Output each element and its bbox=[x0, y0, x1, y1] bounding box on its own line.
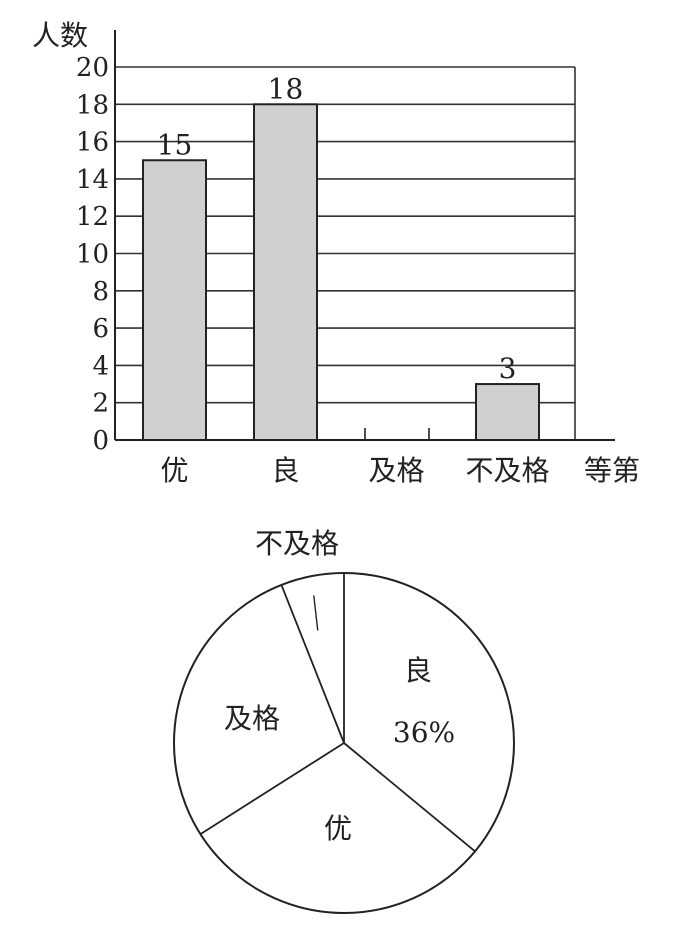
x-axis-label: 等第 bbox=[584, 454, 640, 487]
x-tick-label: 及格 bbox=[368, 454, 424, 487]
bar-data-label: 3 bbox=[499, 352, 517, 385]
pie-slice-boundary bbox=[199, 742, 345, 835]
y-tick-label: 18 bbox=[76, 90, 109, 120]
pie-leader-line bbox=[313, 595, 319, 631]
pie-label: 良 bbox=[404, 654, 432, 687]
pie-percent-label: 36% bbox=[393, 716, 455, 749]
pie-label: 优 bbox=[324, 812, 352, 845]
y-tick-label: 6 bbox=[92, 314, 109, 344]
y-tick-label: 10 bbox=[76, 240, 109, 270]
pie-label: 及格 bbox=[224, 702, 280, 735]
pie-label: 不及格 bbox=[255, 527, 339, 560]
bar-优 bbox=[142, 159, 207, 441]
pie-slice-boundary bbox=[280, 584, 345, 744]
x-tick-label: 优 bbox=[160, 454, 188, 487]
y-tick-label: 4 bbox=[92, 351, 109, 381]
y-tick-label: 14 bbox=[76, 165, 109, 195]
bar-data-label: 15 bbox=[157, 128, 193, 161]
pie-slice-boundary bbox=[343, 742, 476, 853]
y-axis-label: 人数 bbox=[32, 19, 88, 52]
bar-data-label: 18 bbox=[268, 72, 304, 105]
y-tick-label: 0 bbox=[92, 426, 109, 456]
y-tick-label: 16 bbox=[76, 128, 109, 158]
bar-不及格 bbox=[475, 383, 540, 441]
x-tick-label: 不及格 bbox=[465, 454, 549, 487]
y-tick-label: 12 bbox=[76, 202, 109, 232]
bar-良 bbox=[253, 103, 318, 442]
y-tick-label: 8 bbox=[92, 277, 109, 307]
x-tick-label: 良 bbox=[271, 454, 299, 487]
y-tick-label: 20 bbox=[76, 53, 109, 83]
y-tick-label: 2 bbox=[92, 389, 109, 419]
